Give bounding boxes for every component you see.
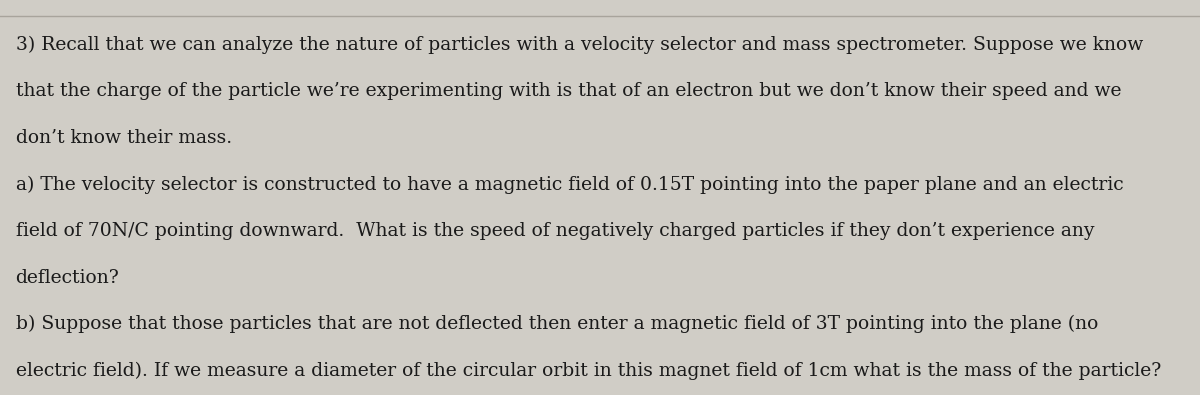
Text: b) Suppose that those particles that are not deflected then enter a magnetic fie: b) Suppose that those particles that are… <box>16 315 1098 333</box>
Text: don’t know their mass.: don’t know their mass. <box>16 129 232 147</box>
Text: that the charge of the particle we’re experimenting with is that of an electron : that the charge of the particle we’re ex… <box>16 82 1121 100</box>
Text: electric field). If we measure a diameter of the circular orbit in this magnet f: electric field). If we measure a diamete… <box>16 362 1160 380</box>
Text: a) The velocity selector is constructed to have a magnetic field of 0.15T pointi: a) The velocity selector is constructed … <box>16 175 1123 194</box>
Text: 3) Recall that we can analyze the nature of particles with a velocity selector a: 3) Recall that we can analyze the nature… <box>16 36 1142 54</box>
Text: field of 70N/C pointing downward.  What is the speed of negatively charged parti: field of 70N/C pointing downward. What i… <box>16 222 1094 240</box>
Text: deflection?: deflection? <box>16 269 119 287</box>
